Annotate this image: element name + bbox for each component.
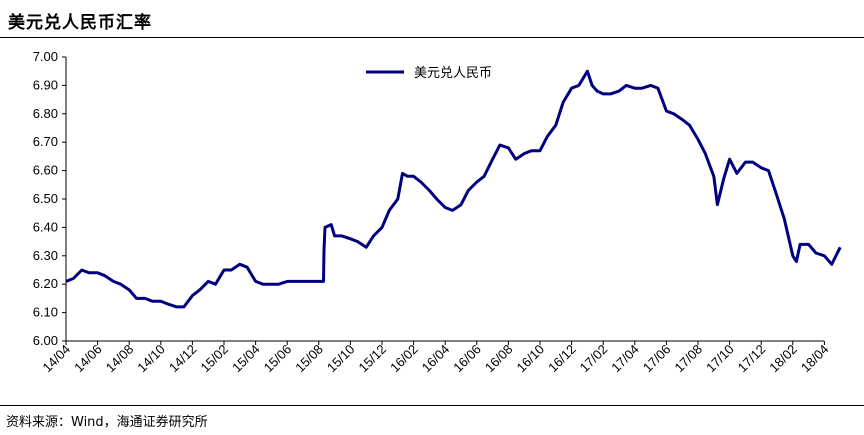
x-tick-label: 15/12 [356, 342, 390, 376]
x-tick-label: 18/04 [798, 342, 832, 376]
y-tick-label: 6.70 [33, 134, 58, 149]
chart-title: 美元兑人民币汇率 [8, 13, 152, 33]
x-tick-label: 14/10 [134, 342, 168, 376]
x-tick-label: 16/04 [419, 342, 453, 376]
x-tick-label: 16/10 [514, 342, 548, 376]
source-note: 资料来源：Wind，海通证券研究所 [6, 415, 208, 430]
y-tick-label: 6.50 [33, 191, 58, 206]
x-tick-label: 15/02 [198, 342, 232, 376]
x-tick-label: 16/08 [482, 342, 516, 376]
x-tick-label: 15/10 [324, 342, 358, 376]
axes: 7.00 6.90 6.80 6.70 6.60 6.50 6.40 6.30 6.20 6.10… [33, 49, 832, 375]
x-tick-label: 15/08 [292, 342, 326, 376]
y-tick-label: 6.90 [33, 77, 58, 92]
x-tick-label: 15/06 [261, 342, 295, 376]
y-tick-label: 6.30 [33, 248, 58, 263]
x-tick-label: 14/08 [103, 342, 137, 376]
x-tick-label: 18/02 [766, 342, 800, 376]
y-tick-label: 6.20 [33, 276, 58, 291]
x-tick-label: 17/08 [672, 342, 706, 376]
series-line-usd-cny [65, 69, 842, 309]
y-tick-label: 6.80 [33, 106, 58, 121]
x-tick-label: 17/04 [608, 342, 642, 376]
x-tick-label: 17/10 [703, 342, 737, 376]
y-tick-label: 6.10 [33, 305, 58, 320]
y-tick-label: 6.00 [33, 333, 58, 348]
legend: 美元兑人民币 [366, 65, 492, 80]
series-layer [65, 69, 842, 309]
x-tick-label: 14/06 [71, 342, 105, 376]
x-tick-label: 16/02 [387, 342, 421, 376]
title-divider [0, 37, 864, 38]
footer-divider [0, 405, 864, 406]
x-tick-label: 17/02 [577, 342, 611, 376]
y-tick-label: 6.60 [33, 163, 58, 178]
legend-label: 美元兑人民币 [414, 65, 492, 80]
x-tick-label: 17/06 [640, 342, 674, 376]
y-tick-label: 7.00 [33, 49, 58, 64]
x-tick-label: 16/12 [545, 342, 579, 376]
x-tick-label: 14/12 [166, 342, 200, 376]
y-tick-label: 6.40 [33, 219, 58, 234]
x-tick-label: 15/04 [229, 342, 263, 376]
x-tick-label: 16/06 [450, 342, 484, 376]
x-tick-label: 17/12 [735, 342, 769, 376]
